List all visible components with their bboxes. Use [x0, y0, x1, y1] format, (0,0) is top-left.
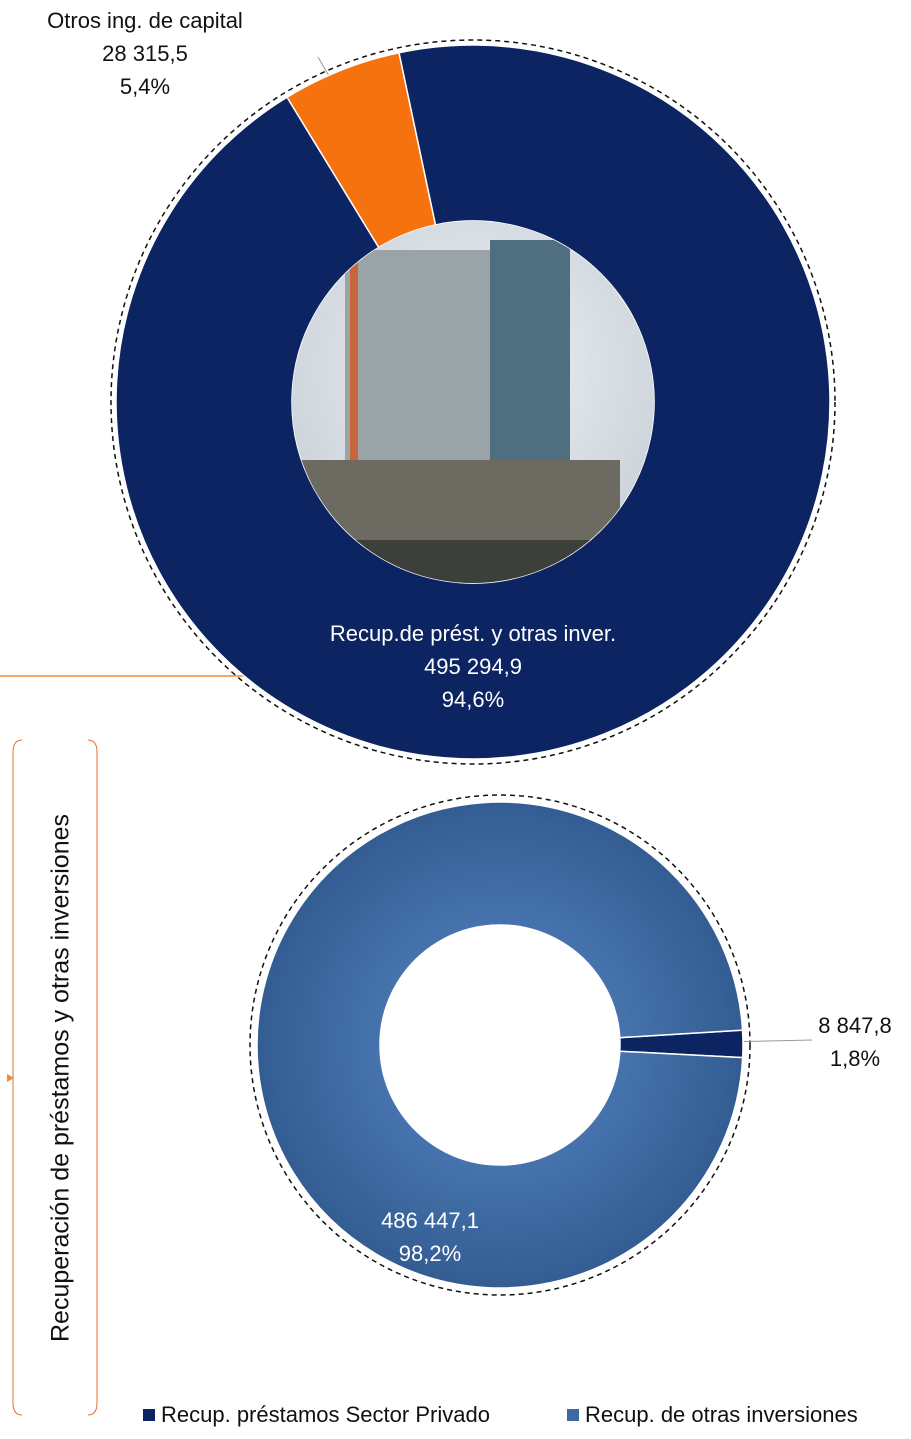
data-label: 495 294,9: [424, 654, 522, 679]
legend-label: Recup. de otras inversiones: [585, 1402, 858, 1427]
data-label: 5,4%: [120, 74, 170, 99]
bracket: [12, 739, 23, 1416]
data-label: 486 447,1: [381, 1208, 479, 1233]
legend-swatch: [143, 1409, 155, 1421]
legend-swatch: [567, 1409, 579, 1421]
dashed-ring: [110, 39, 836, 765]
charts: Otros ing. de capital 28 315,5 5,4% Recup.d…: [47, 8, 892, 1427]
donut-slice: [256, 801, 744, 1289]
data-label: Recup.de prést. y otras inver.: [330, 621, 616, 646]
arrow-head: [7, 1074, 14, 1082]
side-title: Recuperación de préstamos y otras invers…: [47, 814, 75, 1342]
dashed-ring: [249, 794, 751, 1296]
data-label: 98,2%: [399, 1241, 461, 1266]
data-label: 28 315,5: [102, 41, 188, 66]
data-label: 8 847,8: [818, 1013, 891, 1038]
legend-label: Recup. préstamos Sector Privado: [161, 1402, 490, 1427]
data-label: 1,8%: [830, 1046, 880, 1071]
data-label: Otros ing. de capital: [47, 8, 243, 33]
bracket: [87, 739, 98, 1416]
data-label: 94,6%: [442, 687, 504, 712]
